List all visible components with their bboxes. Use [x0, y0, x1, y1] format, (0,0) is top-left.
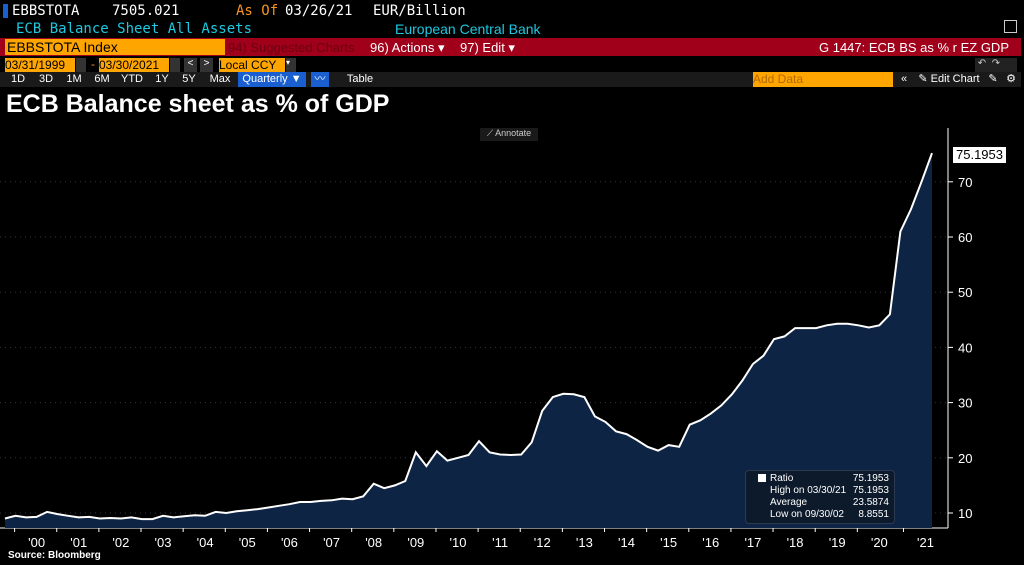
x-tick-label: '16 — [702, 535, 719, 550]
start-date-field[interactable]: 03/31/1999 — [5, 58, 75, 72]
annotate-label: Annotate — [495, 128, 532, 138]
x-tick-label: '04 — [197, 535, 214, 550]
x-tick-label: '19 — [829, 535, 846, 550]
legend-average-value: 23.5874 — [852, 497, 889, 508]
y-tick-label: 70 — [958, 175, 972, 190]
x-tick-label: '20 — [871, 535, 888, 550]
suggested-charts-button[interactable]: 94) Suggested Charts — [228, 40, 355, 55]
line-chart-icon[interactable]: 〰 — [311, 72, 329, 87]
chart-title: ECB Balance sheet as % of GDP — [6, 90, 390, 118]
legend-ratio-value: 75.1953 — [852, 473, 889, 484]
y-tick-label: 60 — [958, 230, 972, 245]
edit-button[interactable]: 97) Edit ▾ — [460, 40, 515, 55]
calendar-icon[interactable] — [170, 58, 180, 72]
source-note: Source: Bloomberg — [8, 550, 101, 561]
as-of-date: 03/26/21 — [285, 3, 353, 19]
x-tick-label: '01 — [70, 535, 87, 550]
period-1y[interactable]: 1Y — [155, 73, 169, 85]
x-tick-label: '10 — [449, 535, 466, 550]
legend: Ratio 75.1953 High on 03/30/21 75.1953 A… — [745, 470, 895, 524]
end-date-field[interactable]: 03/30/2021 — [99, 58, 169, 72]
area-fill — [5, 153, 932, 528]
add-data-input[interactable]: Add Data — [753, 72, 893, 87]
period-ytd[interactable]: YTD — [121, 73, 143, 85]
annotate-button[interactable]: ⟋ Annotate — [480, 128, 538, 141]
y-tick-label: 10 — [958, 506, 972, 521]
actions-button[interactable]: 96) Actions ▾ — [370, 40, 445, 55]
legend-low-value: 8.8551 — [858, 509, 889, 520]
edit-chart-label: Edit Chart — [930, 73, 980, 85]
date-dash: - — [91, 57, 95, 71]
legend-ratio-label: Ratio — [770, 473, 794, 484]
period-max[interactable]: Max — [209, 73, 231, 85]
x-tick-label: '11 — [492, 535, 508, 550]
units: EUR/Billion — [373, 3, 466, 19]
period-3d[interactable]: 3D — [38, 73, 54, 85]
currency-select[interactable]: Local CCY — [219, 58, 285, 72]
y-tick-label: 30 — [958, 396, 972, 411]
frequency-select[interactable]: Quarterly ▼ — [238, 72, 306, 87]
ticker-marker — [3, 4, 8, 18]
legend-average-label: Average — [770, 497, 808, 508]
source-name: European Central Bank — [395, 21, 541, 37]
actions-label: 96) Actions — [370, 40, 435, 55]
chart-id: G 1447: ECB BS as % r EZ GDP — [818, 40, 1009, 55]
collapse-icon[interactable]: « — [900, 73, 908, 85]
prev-arrow-icon[interactable]: < — [184, 58, 197, 72]
x-tick-label: '08 — [365, 535, 382, 550]
security-field[interactable]: EBBSTOTA Index — [5, 39, 225, 55]
table-button[interactable]: Table — [346, 73, 374, 85]
legend-high-value: 75.1953 — [852, 485, 889, 496]
x-tick-label: '18 — [787, 535, 804, 550]
last-value-label: 75.1953 — [953, 147, 1006, 163]
x-tick-label: '03 — [155, 535, 172, 550]
x-tick-label: '13 — [576, 535, 593, 550]
x-tick-label: '06 — [281, 535, 298, 550]
gear-icon[interactable]: ⚙ — [1006, 73, 1016, 85]
period-6m[interactable]: 6M — [94, 73, 110, 85]
ratio-swatch — [758, 474, 766, 482]
edit-label: 97) Edit — [460, 40, 505, 55]
period-1d[interactable]: 1D — [10, 73, 26, 85]
legend-low-label: Low on 09/30/02 — [770, 509, 844, 520]
period-1m[interactable]: 1M — [66, 73, 82, 85]
x-tick-label: '07 — [323, 535, 340, 550]
y-tick-label: 50 — [958, 285, 972, 300]
edit-icon[interactable]: ✎ — [988, 73, 998, 85]
x-tick-label: '14 — [618, 535, 635, 550]
description: ECB Balance Sheet All Assets — [16, 21, 253, 37]
calendar-icon[interactable] — [76, 58, 86, 72]
y-tick-label: 40 — [958, 340, 972, 355]
x-tick-label: '17 — [744, 535, 761, 550]
x-tick-label: '21 — [917, 535, 934, 550]
x-tick-label: '15 — [660, 535, 677, 550]
popout-icon[interactable] — [1004, 20, 1017, 33]
next-arrow-icon[interactable]: > — [200, 58, 213, 72]
x-tick-label: '12 — [534, 535, 551, 550]
x-tick-label: '00 — [28, 535, 45, 550]
chevron-down-icon[interactable]: ▾ — [286, 58, 296, 72]
chart-plot: 10 20 30 40 50 60 70 '00 '01 '02 '03 '04 '05 '06 '07 '0… — [0, 128, 972, 550]
y-tick-label: 20 — [958, 451, 972, 466]
x-tick-label: '09 — [407, 535, 424, 550]
undo-redo[interactable]: ↶ ↷ — [975, 58, 1017, 72]
period-5y[interactable]: 5Y — [182, 73, 196, 85]
x-tick-label: '05 — [239, 535, 256, 550]
as-of-label: As Of — [236, 3, 279, 19]
x-tick-label: '02 — [112, 535, 129, 550]
legend-high-label: High on 03/30/21 — [770, 485, 847, 496]
ticker: EBBSTOTA — [12, 3, 80, 19]
last-value: 7505.021 — [112, 3, 180, 19]
edit-chart-button[interactable]: ✎ Edit Chart — [918, 73, 980, 85]
command-bar — [0, 38, 1021, 56]
ratio-line — [4, 152, 933, 521]
